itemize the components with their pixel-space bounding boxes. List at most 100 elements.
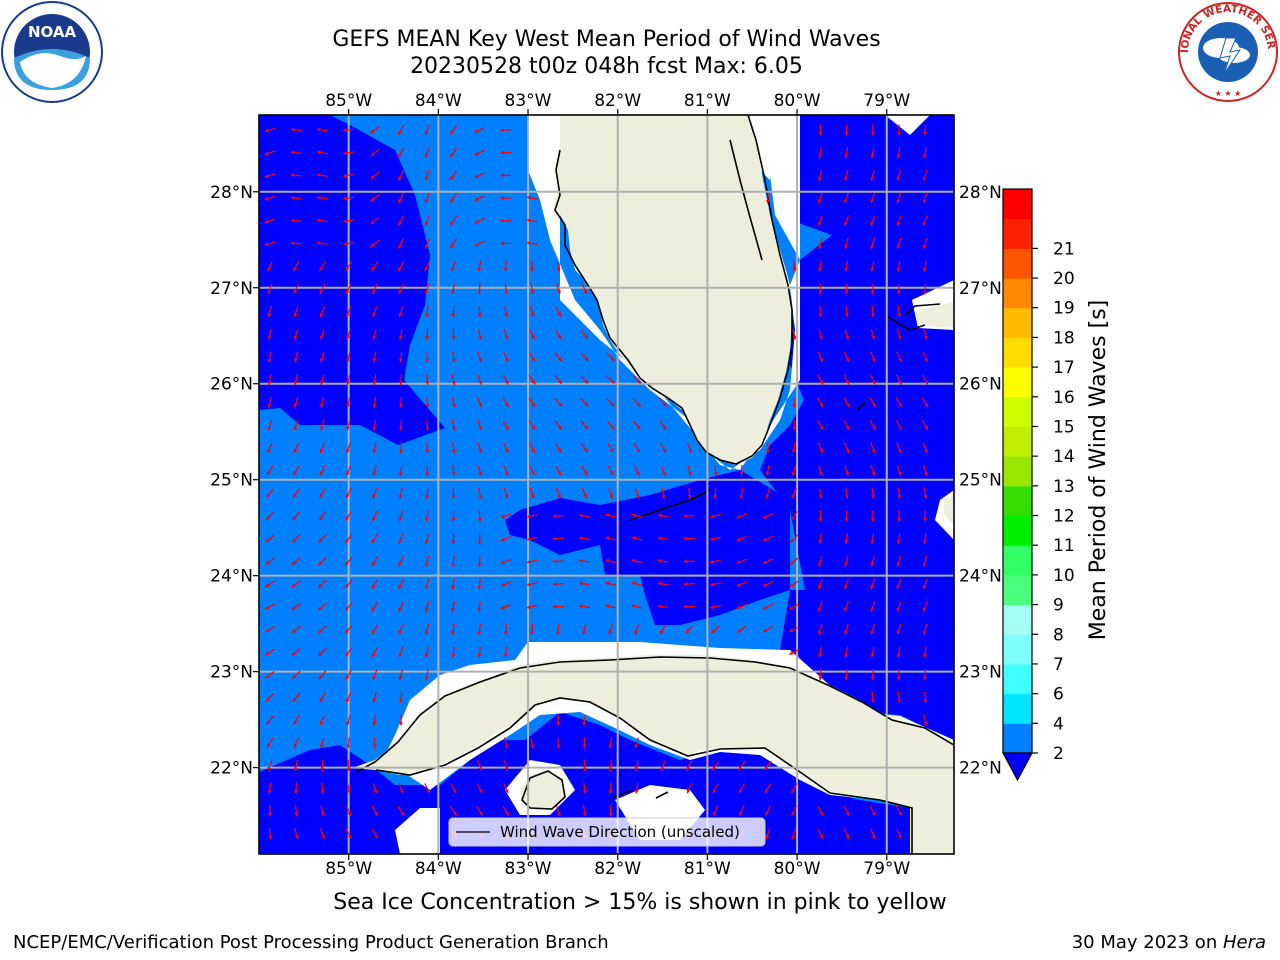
wind-arrow bbox=[319, 306, 325, 317]
wind-arrow bbox=[844, 260, 849, 272]
wind-arrow bbox=[474, 195, 485, 202]
wind-arrow bbox=[923, 283, 928, 295]
wind-arrow bbox=[343, 241, 355, 246]
lat-label-right: 28°N bbox=[959, 183, 1002, 203]
wind-arrow bbox=[896, 147, 901, 159]
wind-arrow bbox=[474, 149, 485, 156]
wind-arrow bbox=[870, 328, 876, 340]
wind-arrow bbox=[632, 375, 642, 385]
wind-arrow bbox=[922, 238, 928, 249]
wind-arrow bbox=[765, 487, 771, 499]
wind-arrow bbox=[869, 805, 876, 817]
wind-arrow bbox=[319, 714, 326, 726]
wind-arrow bbox=[870, 533, 875, 545]
wind-arrow bbox=[372, 782, 378, 794]
wind-arrow bbox=[451, 578, 456, 590]
wind-arrow bbox=[870, 260, 875, 272]
wind-arrow bbox=[293, 396, 299, 408]
wind-arrow bbox=[370, 239, 380, 248]
wind-arrow bbox=[424, 215, 430, 227]
wind-arrow bbox=[449, 806, 458, 816]
wind-arrow bbox=[657, 513, 669, 518]
wind-arrow bbox=[292, 488, 300, 498]
wind-arrow bbox=[791, 487, 798, 499]
wind-arrow bbox=[896, 623, 902, 635]
wind-arrow bbox=[503, 260, 508, 272]
wind-arrow bbox=[318, 670, 327, 680]
wind-arrow bbox=[503, 646, 508, 658]
wind-arrow bbox=[843, 828, 850, 839]
wind-arrow bbox=[500, 558, 512, 564]
wind-arrow bbox=[504, 737, 509, 749]
wind-arrow bbox=[267, 419, 273, 431]
wind-arrow bbox=[608, 805, 613, 817]
wind-arrow bbox=[844, 623, 849, 635]
wind-arrow bbox=[425, 351, 430, 363]
wind-arrow bbox=[605, 558, 617, 564]
wind-arrow bbox=[477, 555, 482, 567]
wind-arrow bbox=[582, 782, 587, 794]
wind-arrow bbox=[264, 173, 276, 178]
wind-arrow bbox=[737, 760, 746, 771]
wind-arrow bbox=[319, 692, 326, 703]
wind-arrow bbox=[346, 419, 351, 431]
wind-arrow bbox=[788, 626, 800, 633]
wind-arrow bbox=[343, 219, 355, 223]
wind-arrow bbox=[397, 124, 405, 136]
colorbar-segment bbox=[1003, 723, 1032, 754]
wind-arrow bbox=[896, 169, 902, 181]
wind-arrow bbox=[290, 241, 302, 246]
wind-arrow bbox=[528, 442, 536, 453]
colorbar-segment bbox=[1003, 485, 1032, 517]
wind-arrow bbox=[370, 194, 380, 202]
wind-arrow bbox=[503, 487, 509, 499]
colorbar-tick-label: 20 bbox=[1053, 269, 1075, 289]
florida-land bbox=[555, 115, 792, 465]
wind-arrow bbox=[922, 623, 928, 635]
lat-label-left: 28°N bbox=[210, 183, 253, 203]
wind-arrow bbox=[397, 805, 405, 816]
wind-arrow bbox=[264, 127, 276, 133]
wind-arrow bbox=[657, 559, 669, 563]
lat-label-right: 22°N bbox=[959, 759, 1002, 779]
wind-arrow bbox=[451, 419, 456, 431]
wind-arrow bbox=[869, 397, 877, 408]
wind-arrow bbox=[398, 351, 403, 363]
wind-arrow bbox=[922, 533, 927, 545]
wind-arrow bbox=[320, 760, 325, 772]
wind-arrow bbox=[345, 692, 352, 703]
land-areas bbox=[352, 115, 954, 854]
colorbar-segment bbox=[1003, 663, 1032, 695]
wind-arrow bbox=[871, 487, 875, 499]
wind-arrow bbox=[318, 647, 327, 657]
colorbar-under-extension bbox=[1001, 752, 1034, 782]
colorbar-tick-label: 14 bbox=[1053, 447, 1075, 467]
wind-arrow bbox=[316, 195, 328, 200]
wind-arrow bbox=[922, 215, 928, 227]
wind-arrow bbox=[844, 328, 849, 340]
wind-arrow bbox=[896, 328, 902, 340]
wind-arrow bbox=[476, 805, 484, 816]
wind-arrow bbox=[476, 783, 483, 794]
wind-arrow bbox=[266, 715, 274, 725]
wind-arrow bbox=[791, 442, 796, 454]
wind-arrow bbox=[425, 419, 430, 431]
wind-arrow bbox=[398, 578, 404, 590]
wind-arrow bbox=[736, 604, 748, 610]
wind-arrow bbox=[788, 649, 800, 656]
wind-arrow bbox=[526, 604, 538, 609]
wind-arrow bbox=[371, 828, 379, 839]
wind-arrow bbox=[317, 579, 327, 589]
coastlines bbox=[355, 115, 954, 854]
wind-arrow bbox=[580, 420, 589, 430]
lon-label-bottom: 81°W bbox=[684, 859, 731, 879]
wind-arrow bbox=[343, 128, 355, 133]
wind-arrow bbox=[425, 487, 429, 499]
wind-arrow bbox=[500, 581, 512, 587]
wind-arrow bbox=[291, 648, 301, 656]
wind-arrow bbox=[477, 760, 483, 771]
wind-arrow bbox=[268, 805, 272, 817]
wind-arrow bbox=[871, 306, 875, 318]
colorbar-tick-label: 17 bbox=[1053, 358, 1075, 378]
